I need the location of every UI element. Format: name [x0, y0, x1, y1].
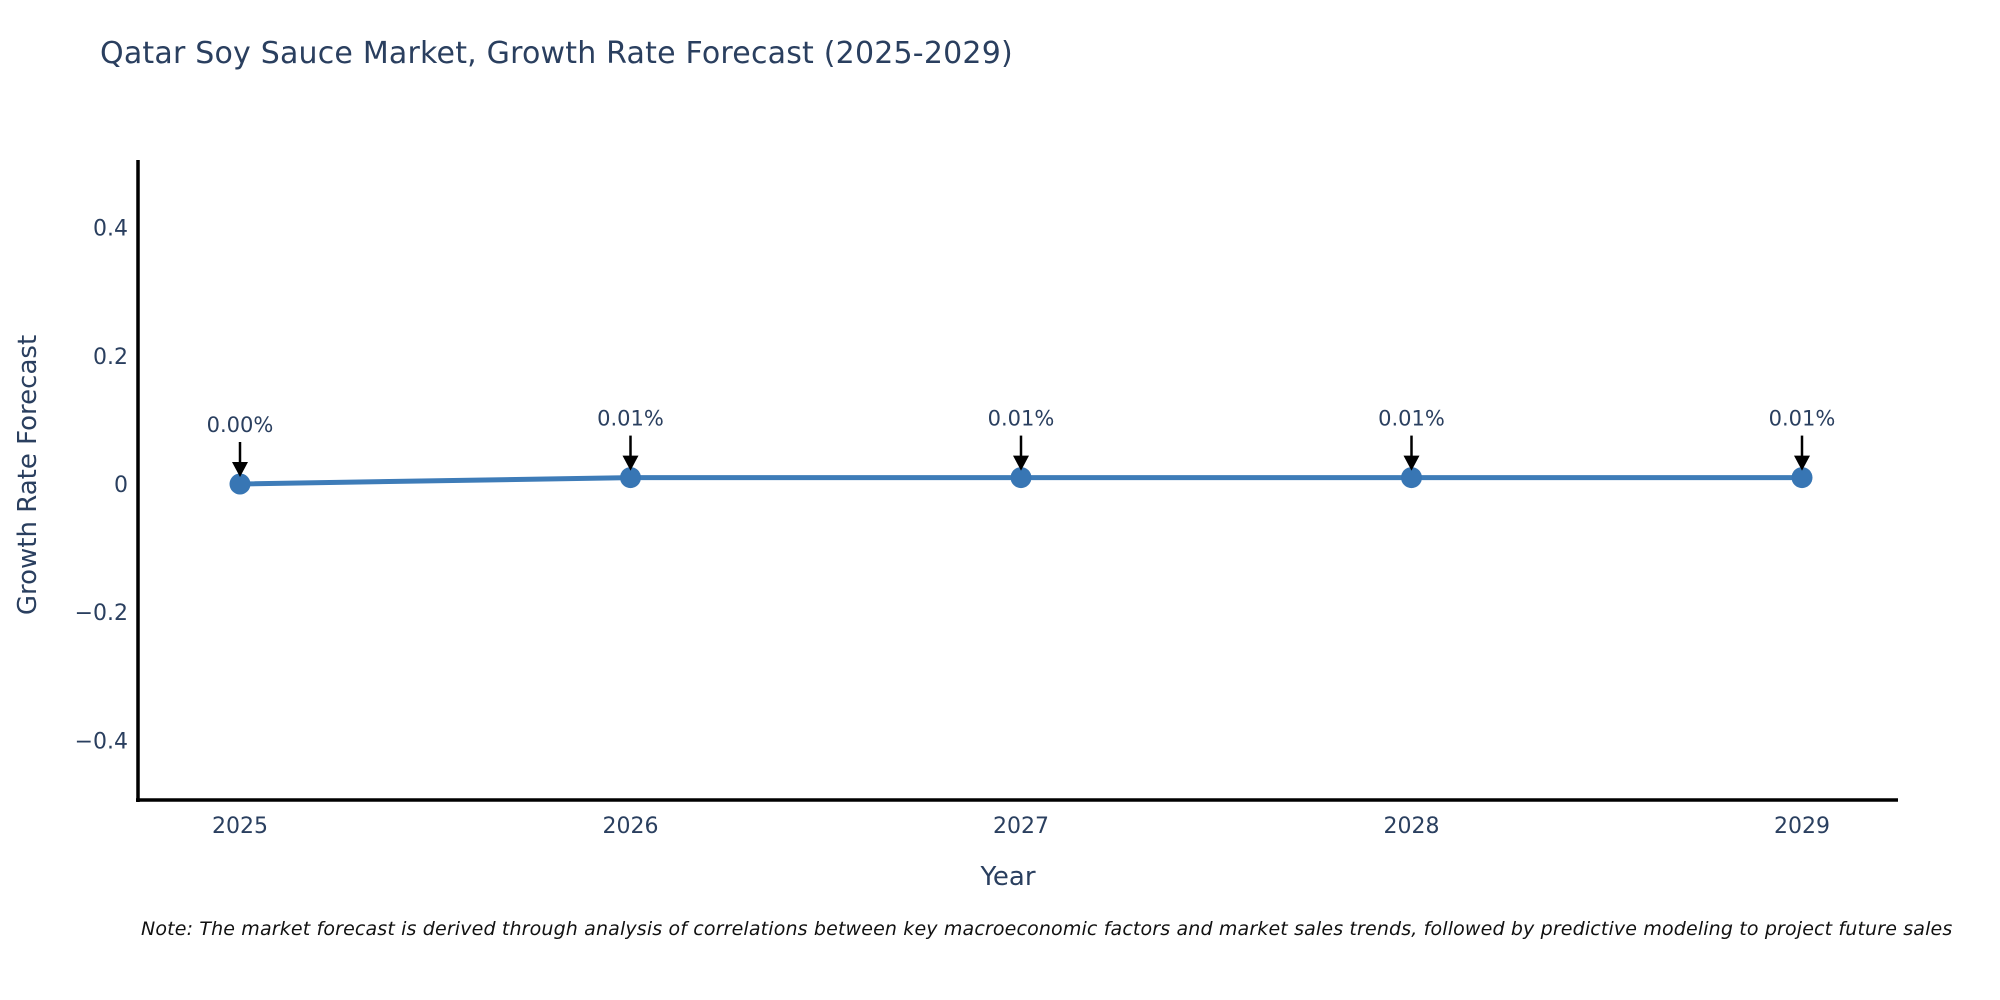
chart-title: Qatar Soy Sauce Market, Growth Rate Fore… — [100, 36, 1013, 71]
annotation-arrow-head — [622, 455, 639, 471]
annotation-arrow-head — [1403, 455, 1420, 471]
data-point-label: 0.01% — [988, 407, 1055, 431]
y-tick-label: 0 — [114, 473, 128, 498]
data-point-marker[interactable] — [1401, 467, 1422, 489]
x-tick-label: 2026 — [603, 814, 659, 839]
data-point-marker[interactable] — [1010, 467, 1032, 489]
data-point-label: 0.01% — [1378, 407, 1445, 431]
footnote: Note: The market forecast is derived thr… — [141, 918, 1953, 940]
data-point-label: 0.01% — [1769, 407, 1836, 431]
y-tick-label: 0.4 — [93, 217, 128, 242]
data-point-marker[interactable] — [1791, 467, 1813, 489]
data-point-marker[interactable] — [620, 467, 641, 489]
x-tick-label: 2029 — [1774, 814, 1830, 839]
annotation-arrow-head — [232, 462, 248, 477]
x-tick-label: 2027 — [993, 814, 1049, 839]
annotation-arrow-head — [1794, 455, 1810, 471]
data-point-label: 0.00% — [207, 413, 274, 437]
annotation-arrow-head — [1013, 455, 1029, 471]
x-axis-title: Year — [980, 862, 1036, 892]
data-point-marker[interactable] — [229, 473, 251, 495]
y-tick-label: −0.2 — [75, 601, 128, 626]
data-point-label: 0.01% — [597, 407, 664, 431]
x-tick-label: 2028 — [1384, 814, 1440, 839]
x-tick-label: 2025 — [212, 814, 268, 839]
y-tick-label: −0.4 — [75, 729, 128, 754]
y-axis-title: Growth Rate Forecast — [13, 334, 43, 616]
y-tick-label: 0.2 — [93, 345, 128, 370]
